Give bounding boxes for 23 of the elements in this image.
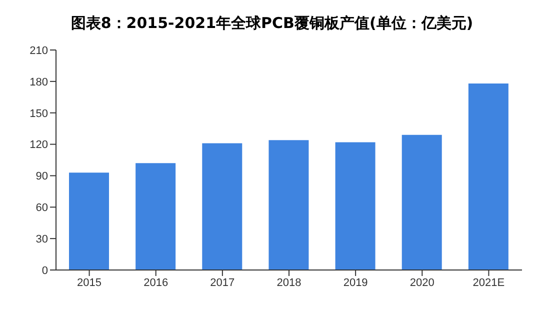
x-tick-label: 2018 <box>276 276 302 289</box>
bar <box>335 142 376 270</box>
bar <box>468 84 508 270</box>
bar <box>268 140 309 270</box>
y-tick-label: 210 <box>30 44 48 57</box>
y-tick-label: 120 <box>30 139 48 152</box>
x-tick-label: 2019 <box>343 276 368 289</box>
x-tick-label: 2021E <box>472 276 505 289</box>
y-tick-label: 180 <box>30 76 48 88</box>
y-tick-label: 30 <box>36 233 48 246</box>
bar <box>69 172 109 270</box>
x-tick-label: 2020 <box>410 276 434 289</box>
x-tick-label: 2016 <box>144 276 168 289</box>
bar <box>202 143 242 270</box>
y-tick-label: 0 <box>42 264 48 277</box>
bar <box>402 134 442 270</box>
x-tick-label: 2015 <box>77 276 102 289</box>
y-tick-label: 150 <box>30 108 48 120</box>
y-tick-label: 90 <box>36 170 48 183</box>
bar <box>136 163 176 270</box>
chart-title: 图表8：2015-2021年全球PCB覆铜板产值(单位：亿美元) <box>70 13 474 34</box>
y-tick-label: 60 <box>36 202 48 214</box>
x-tick-label: 2017 <box>210 276 235 289</box>
